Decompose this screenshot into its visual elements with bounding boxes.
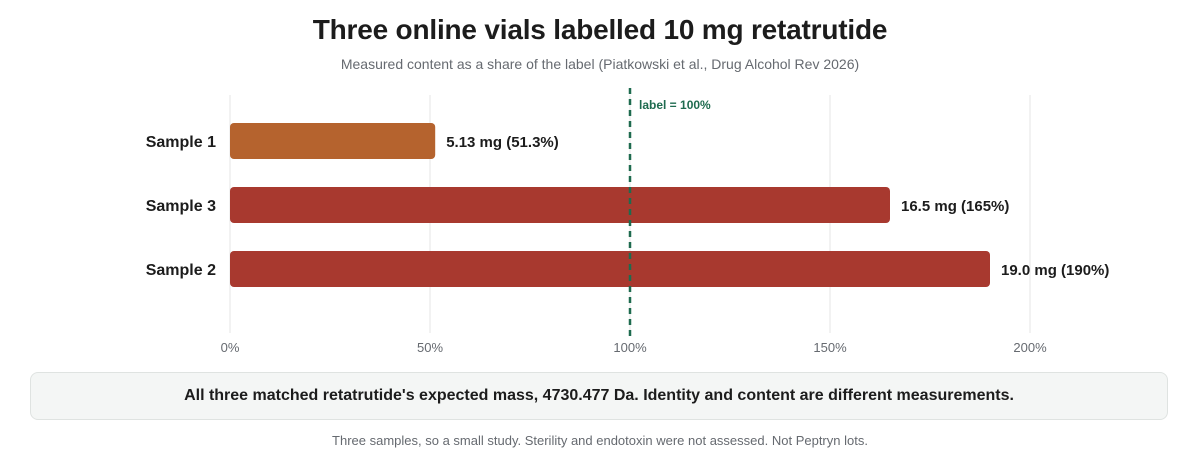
callout-box: All three matched retatrutide's expected…	[30, 372, 1168, 420]
reference-line-label: label = 100%	[639, 98, 711, 112]
bar	[230, 187, 890, 223]
chart-title: Three online vials labelled 10 mg retatr…	[312, 14, 888, 45]
callout-text: All three matched retatrutide's expected…	[184, 387, 1014, 404]
x-tick-label: 50%	[417, 340, 443, 355]
x-tick-label: 0%	[221, 340, 240, 355]
chart-subtitle: Measured content as a share of the label…	[340, 56, 860, 72]
bar	[230, 123, 436, 159]
data-label: 5.13 mg (51.3%)	[446, 134, 559, 151]
category-label: Sample 2	[146, 262, 216, 279]
x-tick-label: 200%	[1013, 340, 1047, 355]
footnote: Three samples, so a small study. Sterili…	[332, 433, 868, 448]
bar-chart: 0% 50% 100% 150% 200% Sample 1 5.13 mg (51.3%)…	[146, 88, 1109, 355]
category-label: Sample 3	[146, 198, 216, 215]
data-label: 19.0 mg (190%)	[1001, 262, 1109, 279]
x-tick-label: 100%	[613, 340, 647, 355]
x-tick-label: 150%	[813, 340, 847, 355]
data-label: 16.5 mg (165%)	[901, 198, 1009, 215]
bar	[230, 251, 990, 287]
category-label: Sample 1	[146, 134, 216, 151]
